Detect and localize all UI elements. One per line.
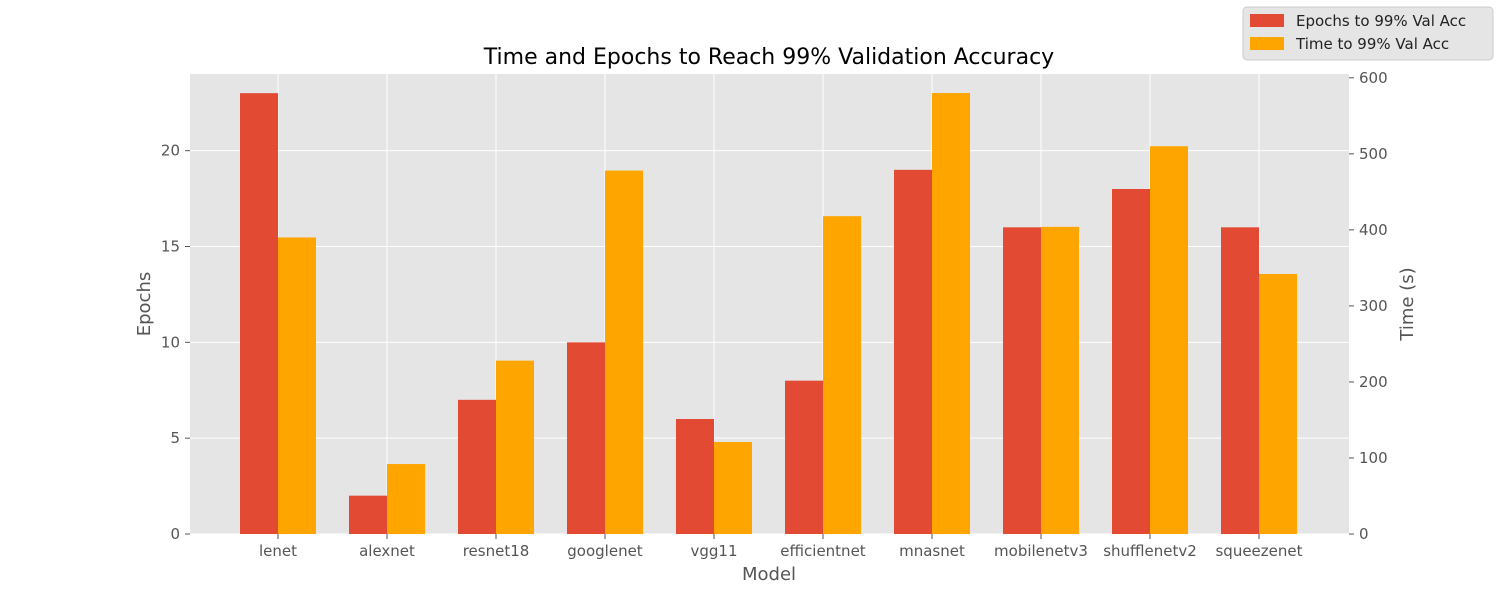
category-label: shufflenetv2 (1103, 542, 1197, 560)
x-axis-label: Model (742, 564, 796, 585)
bar-time (714, 442, 752, 534)
legend-swatch-time (1250, 37, 1284, 50)
bar-epochs (567, 342, 605, 534)
bar-time (1259, 273, 1297, 534)
y-axis-label-right: Time (s) (1397, 267, 1418, 341)
bar-time (278, 237, 316, 534)
bar-epochs (240, 93, 278, 535)
bar-time (1041, 226, 1079, 534)
bar-time (1150, 146, 1188, 535)
category-label: mnasnet (899, 542, 965, 560)
legend-label-epochs: Epochs to 99% Val Acc (1296, 12, 1466, 30)
tick-label-right: 400 (1359, 221, 1388, 239)
tick-label-left: 5 (170, 429, 180, 447)
bar-epochs (785, 380, 823, 534)
category-label: alexnet (359, 542, 415, 560)
bar-time (605, 170, 643, 534)
category-label: resnet18 (463, 542, 530, 560)
bar-epochs (1003, 227, 1041, 535)
tick-label-left: 20 (161, 142, 180, 160)
tick-label-left: 15 (161, 238, 180, 256)
tick-label-right: 100 (1359, 449, 1388, 467)
bar-time (496, 360, 534, 534)
bars (240, 93, 1297, 535)
legend-label-time: Time to 99% Val Acc (1295, 35, 1449, 53)
legend-box (1242, 6, 1494, 61)
bar-epochs (458, 399, 496, 534)
tick-label-right: 0 (1359, 525, 1369, 543)
chart-title: Time and Epochs to Reach 99% Validation … (483, 45, 1054, 70)
bar-epochs (676, 419, 714, 534)
category-label: lenet (259, 542, 297, 560)
bar-time (823, 216, 861, 534)
y-axis-label-left: Epochs (134, 272, 155, 337)
bar-time (387, 464, 425, 534)
category-label: googlenet (567, 542, 643, 560)
bar-epochs (349, 495, 387, 534)
tick-label-right: 500 (1359, 145, 1388, 163)
category-label: squeezenet (1215, 542, 1302, 560)
legend-swatch-epochs (1250, 14, 1284, 27)
category-label: efficientnet (780, 542, 865, 560)
bar-time (932, 93, 970, 534)
tick-label-right: 200 (1359, 373, 1388, 391)
legend: Epochs to 99% Val Acc Time to 99% Val Ac… (1242, 6, 1494, 61)
category-label: vgg11 (690, 542, 737, 560)
category-label: mobilenetv3 (994, 542, 1088, 560)
tick-label-right: 300 (1359, 297, 1388, 315)
tick-label-right: 600 (1359, 69, 1388, 87)
tick-label-left: 0 (170, 525, 180, 543)
bar-epochs (1112, 189, 1150, 534)
tick-label-left: 10 (161, 333, 180, 351)
bar-epochs (1221, 227, 1259, 535)
bar-epochs (894, 169, 932, 535)
